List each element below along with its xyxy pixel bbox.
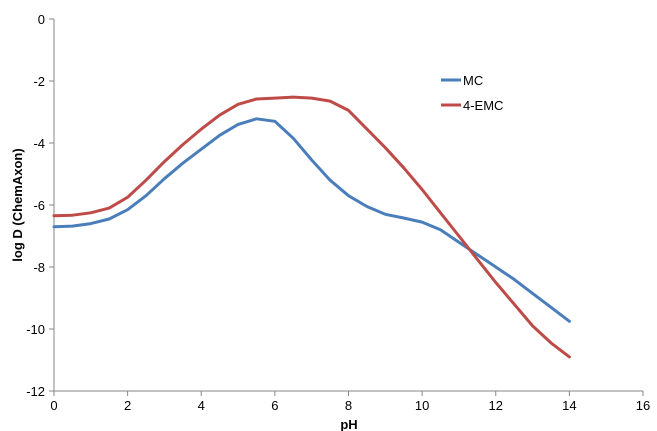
x-axis-title: pH	[340, 417, 357, 431]
y-axis-ticks: 0 -2 -4 -6 -8 -10 -12	[26, 12, 54, 399]
x-tick-label: 8	[345, 398, 352, 413]
x-tick-label: 0	[50, 398, 57, 413]
plot-area: 0 2 4 6 8 10 12 14 16 0 -2 -4 -6 -8 -10 -12	[26, 12, 650, 413]
y-tick-label: -4	[33, 136, 45, 151]
legend: MC 4-EMC	[441, 73, 503, 113]
y-tick-label: -10	[26, 322, 45, 337]
y-tick-label: -12	[26, 384, 45, 399]
x-tick-label: 10	[415, 398, 429, 413]
x-tick-label: 6	[271, 398, 278, 413]
x-tick-label: 2	[124, 398, 131, 413]
y-tick-label: -6	[33, 198, 45, 213]
x-tick-label: 16	[636, 398, 650, 413]
legend-label-4-emc: 4-EMC	[463, 98, 503, 113]
y-tick-label: 0	[38, 12, 45, 27]
series-layer	[52, 95, 571, 359]
y-tick-label: -2	[33, 74, 45, 89]
y-tick-label: -8	[33, 260, 45, 275]
x-tick-label: 14	[562, 398, 576, 413]
x-tick-label: 4	[198, 398, 205, 413]
legend-label-mc: MC	[463, 73, 483, 88]
x-tick-label: 12	[489, 398, 503, 413]
x-axis-ticks: 0 2 4 6 8 10 12 14 16	[50, 391, 650, 413]
series-line-4-emc	[52, 95, 571, 359]
series-line-mc	[52, 117, 571, 323]
y-axis-title: log D (ChemAxon)	[10, 148, 25, 261]
